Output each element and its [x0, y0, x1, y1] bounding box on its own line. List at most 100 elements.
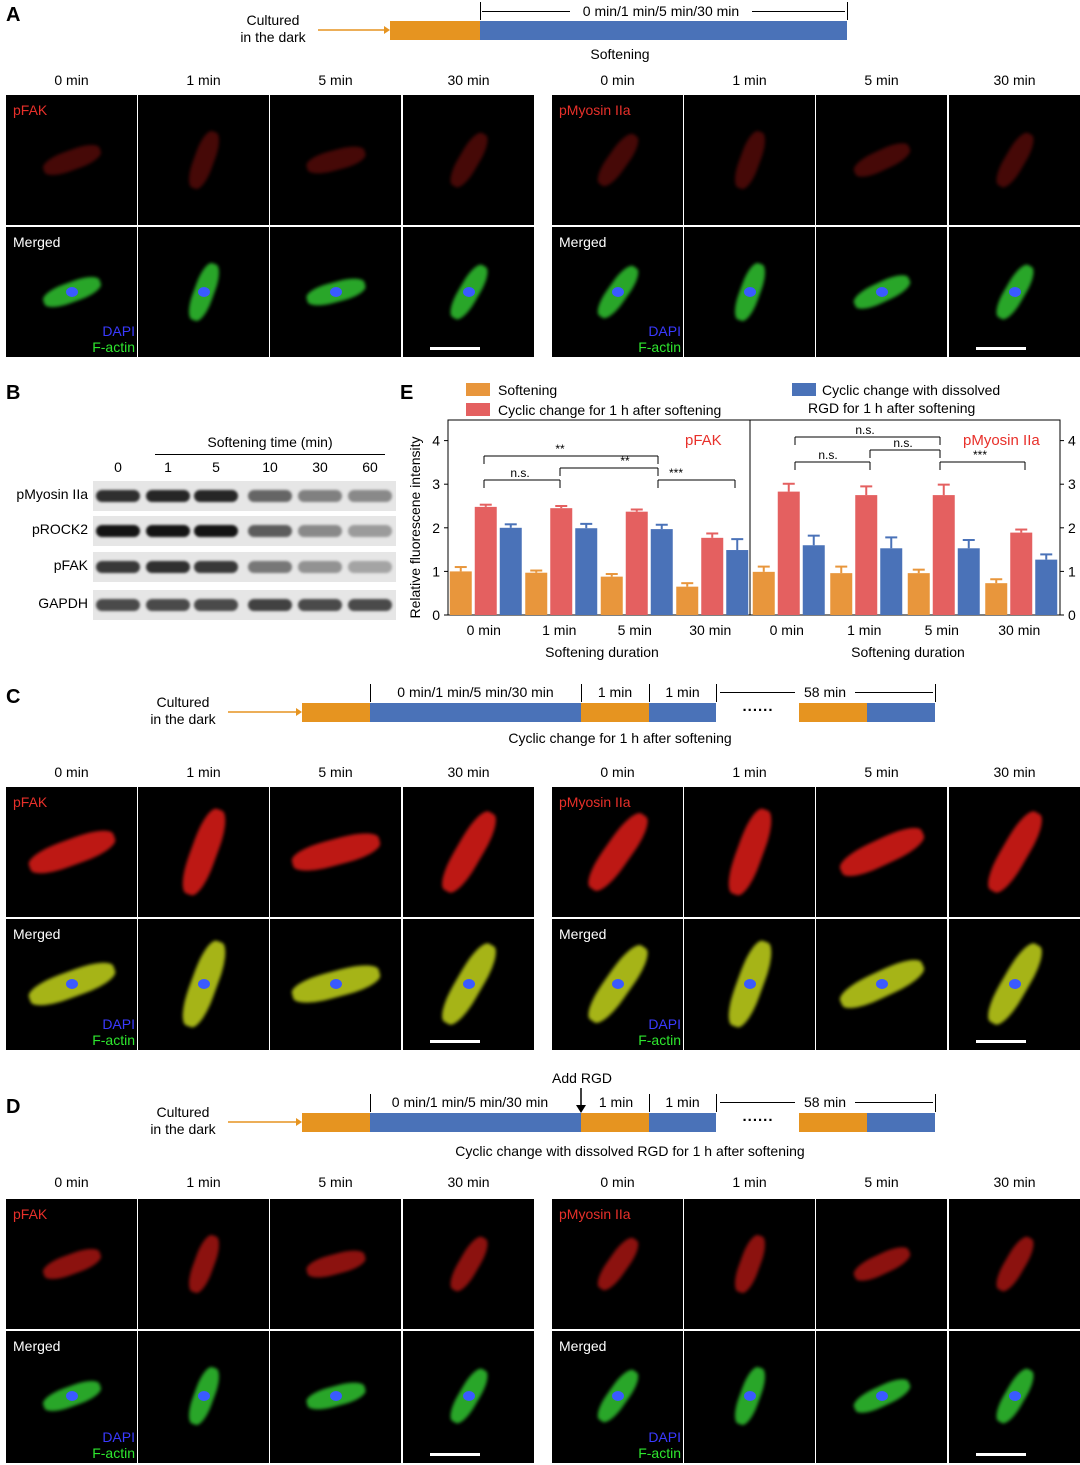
pfak-image-tile: pFAK — [6, 95, 137, 225]
factin-label: F-actin — [92, 1445, 135, 1461]
x-tick-label: 30 min — [689, 622, 731, 638]
merged-image-tile — [138, 1331, 269, 1463]
pfak-image-tile: pFAK — [6, 1199, 137, 1329]
blot-row-label: GAPDH — [38, 595, 88, 611]
cell-stain — [183, 1232, 224, 1296]
scale-bar — [430, 347, 480, 350]
pfak-label: pFAK — [13, 102, 48, 118]
pfak-image-tile — [270, 95, 401, 225]
bar — [1035, 559, 1058, 615]
cell-stain — [39, 1244, 104, 1284]
panel-d-caption: Cyclic change with dissolved RGD for 1 h… — [455, 1143, 805, 1159]
merged-image-tile — [816, 919, 947, 1050]
merged-image-tile: Merged DAPI F-actin — [552, 1331, 683, 1463]
time-label: 1 min — [186, 764, 221, 780]
pmyosin-image-tile — [684, 1199, 815, 1329]
bar — [474, 506, 497, 615]
blot-band — [194, 561, 238, 573]
bar — [985, 583, 1008, 615]
nucleus — [65, 287, 78, 297]
merged-image-tile — [270, 919, 401, 1050]
time-label: 30 min — [447, 72, 490, 88]
time-label: 0 min — [600, 72, 635, 88]
y-tick-label: 4 — [432, 433, 440, 449]
time-label: 5 min — [318, 1174, 353, 1190]
blot-strip — [93, 552, 396, 582]
merged-image-tile: Merged DAPI F-actin — [6, 1331, 137, 1463]
pfak-image-tile — [403, 787, 534, 917]
blot-band — [248, 599, 292, 611]
time-label: 30 min — [993, 764, 1036, 780]
merged-image-tile — [949, 227, 1080, 357]
merged-image-tile — [403, 1331, 534, 1463]
merged-image-tile — [684, 227, 815, 357]
scale-bar — [430, 1453, 480, 1456]
bar — [650, 529, 673, 615]
x-tick-label: 0 min — [467, 622, 501, 638]
blot-time-label: 0 — [114, 459, 122, 475]
x-tick-label: 1 min — [847, 622, 881, 638]
subplot-title: pFAK — [685, 432, 722, 449]
nucleus — [1008, 1391, 1021, 1401]
blot-row-label: pMyosin IIa — [16, 486, 88, 502]
blot-time-label: 10 — [262, 459, 278, 475]
panel-e-label: E — [400, 382, 414, 404]
blot-title: Softening time (min) — [207, 434, 333, 450]
cell-stain — [729, 1232, 770, 1296]
pfak-image-tile — [138, 787, 269, 917]
merged-image-tile — [270, 227, 401, 357]
bar — [600, 576, 623, 615]
blot-band — [146, 525, 190, 537]
legend-swatch — [466, 383, 490, 396]
nucleus — [197, 287, 210, 297]
merged-label: Merged — [13, 1338, 61, 1354]
y-tick-label-right: 3 — [1068, 476, 1076, 492]
y-tick-label: 0 — [432, 607, 440, 623]
blot-band — [194, 490, 238, 502]
merged-label: Merged — [13, 926, 61, 942]
nucleus — [65, 979, 78, 989]
y-tick-label: 2 — [432, 520, 440, 536]
blot-band — [298, 599, 342, 611]
legend-label: RGD for 1 h after softening — [808, 400, 975, 416]
cell-stain — [729, 128, 770, 192]
dapi-label: DAPI — [648, 1429, 681, 1445]
factin-label: F-actin — [638, 1445, 681, 1461]
merged-image-tile — [403, 227, 534, 357]
pmyosin-image-tile: pMyosin IIa — [552, 787, 683, 917]
panel-a-dark-bar — [390, 21, 480, 40]
pmyosin-image-tile — [816, 95, 947, 225]
bar — [957, 548, 980, 615]
blot-band — [194, 525, 238, 537]
bar — [499, 527, 522, 615]
nucleus — [1008, 979, 1021, 989]
nucleus — [329, 979, 342, 989]
sig-label: n.s. — [855, 423, 874, 437]
blot-band — [146, 490, 190, 502]
scale-bar — [976, 1040, 1026, 1043]
stain-legend: DAPI F-actin — [92, 323, 135, 355]
nucleus — [743, 979, 756, 989]
pmyosin-image-tile — [684, 95, 815, 225]
stain-legend: DAPI F-actin — [638, 1016, 681, 1048]
nucleus — [611, 287, 624, 297]
bar — [449, 571, 472, 615]
bar — [880, 548, 903, 615]
merged-image-tile — [138, 919, 269, 1050]
blot-band — [146, 561, 190, 573]
panel-c-caption: Cyclic change for 1 h after softening — [508, 730, 732, 746]
merged-label: Merged — [559, 926, 607, 942]
bar — [726, 550, 749, 615]
nucleus — [329, 287, 342, 297]
y-tick-label-right: 1 — [1068, 563, 1076, 579]
x-tick-label: 30 min — [998, 622, 1040, 638]
time-label: 0 min — [600, 764, 635, 780]
dapi-label: DAPI — [102, 1016, 135, 1032]
dapi-label: DAPI — [102, 323, 135, 339]
cell-stain — [175, 805, 232, 899]
bar — [550, 508, 573, 615]
stain-legend: DAPI F-actin — [92, 1429, 135, 1461]
time-label: 1 min — [186, 1174, 221, 1190]
bar — [830, 573, 853, 615]
nucleus — [875, 287, 888, 297]
